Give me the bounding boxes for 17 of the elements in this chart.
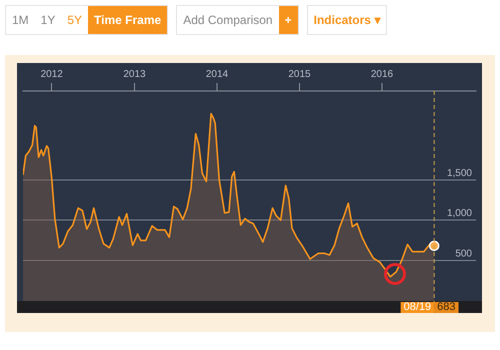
y-tick-label: 1,500 bbox=[446, 168, 472, 179]
x-tick-label: 2014 bbox=[206, 68, 229, 80]
y-tick-label: 500 bbox=[455, 248, 472, 260]
text: Add Comparison bbox=[182, 12, 274, 29]
text: + bbox=[278, 6, 298, 34]
x-tick-label: 2012 bbox=[40, 68, 64, 80]
x-tick-label: 2013 bbox=[123, 68, 146, 80]
text: 1Y bbox=[40, 12, 56, 29]
x-tick-label: 2016 bbox=[370, 68, 394, 80]
text: 5Y bbox=[66, 12, 84, 29]
text: 1M bbox=[11, 12, 30, 29]
text: Indicators ▾ bbox=[308, 6, 386, 34]
text: Time Frame bbox=[88, 6, 168, 34]
text: 683 bbox=[437, 301, 456, 314]
x-tick-label: 2015 bbox=[288, 68, 312, 80]
y-tick-label: 1,000 bbox=[446, 208, 472, 220]
ref-line-label: 08/19 bbox=[404, 301, 432, 314]
